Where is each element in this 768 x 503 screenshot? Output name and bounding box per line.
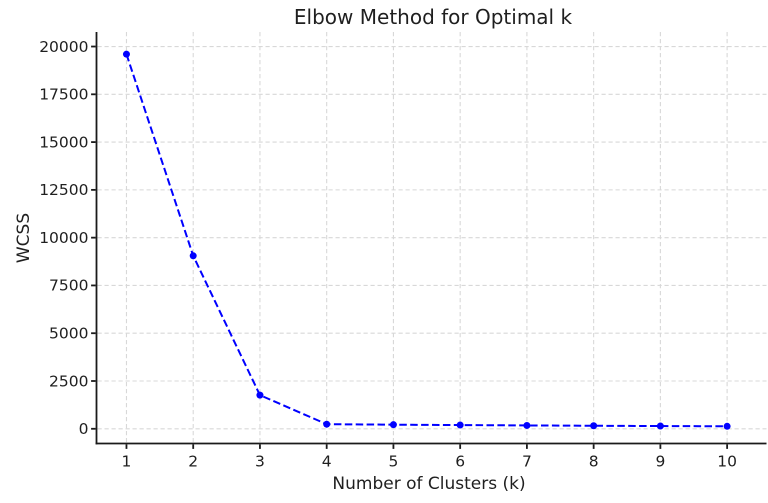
data-point-marker xyxy=(389,421,397,429)
y-tick-label: 15000 xyxy=(39,133,88,151)
x-tick-label: 6 xyxy=(455,453,465,471)
grid-layer xyxy=(97,32,767,443)
wcss-line-series xyxy=(122,50,731,430)
x-tick-label: 1 xyxy=(122,453,132,471)
data-point-marker xyxy=(456,421,464,429)
x-tick-label: 9 xyxy=(655,453,665,471)
y-tick-label: 0 xyxy=(79,420,89,438)
x-tick-label: 3 xyxy=(255,453,265,471)
y-axis-label: WCSS xyxy=(14,213,34,263)
data-point-marker xyxy=(256,391,264,399)
y-tick-label: 12500 xyxy=(39,181,88,199)
y-tick-label: 7500 xyxy=(49,277,88,295)
wcss-line xyxy=(125,53,728,428)
data-point-marker xyxy=(523,421,531,429)
y-tick-label: 10000 xyxy=(39,229,88,247)
y-tick-label: 20000 xyxy=(39,38,88,56)
data-point-marker xyxy=(723,422,731,430)
y-tick-label: 17500 xyxy=(39,86,88,104)
x-tick-label: 4 xyxy=(322,453,332,471)
data-point-marker xyxy=(122,50,130,58)
data-point-marker xyxy=(656,422,664,430)
y-tick-label: 5000 xyxy=(49,325,88,343)
tick-labels: 1 2 3 4 5 6 7 8 9 10 0 2500 5000 7500 10000 12500 15000 1… xyxy=(39,38,737,471)
x-tick-label: 10 xyxy=(717,453,737,471)
x-tick-label: 7 xyxy=(522,453,532,471)
data-point-marker xyxy=(189,252,197,260)
tick-marks xyxy=(91,45,729,449)
x-axis-label: Number of Clusters (k) xyxy=(332,474,525,494)
y-tick-label: 2500 xyxy=(49,372,88,390)
x-tick-label: 2 xyxy=(188,453,198,471)
axes-spines xyxy=(95,32,767,445)
x-tick-label: 5 xyxy=(388,453,398,471)
x-tick-label: 8 xyxy=(589,453,599,471)
data-point-marker xyxy=(323,420,331,428)
data-point-marker xyxy=(590,422,598,430)
chart-title: Elbow Method for Optimal k xyxy=(294,5,573,29)
